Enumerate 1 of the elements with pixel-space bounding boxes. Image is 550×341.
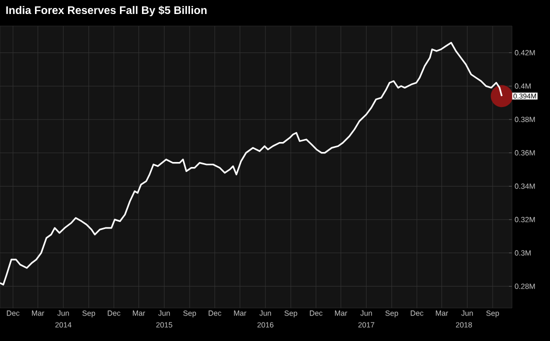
chart-title: India Forex Reserves Fall By $5 Billion bbox=[6, 6, 207, 16]
